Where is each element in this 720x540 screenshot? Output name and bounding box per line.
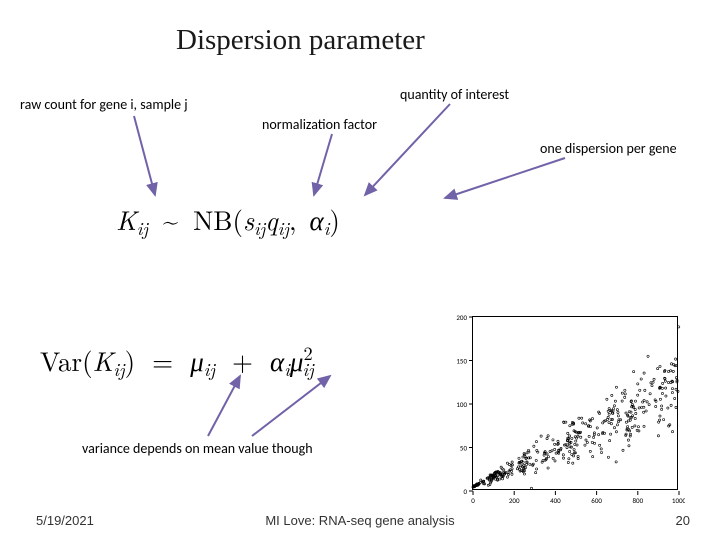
svg-text:600: 600 — [591, 496, 602, 505]
svg-text:1000: 1000 — [672, 496, 685, 505]
svg-text:100: 100 — [456, 400, 467, 409]
svg-text:50: 50 — [460, 444, 468, 453]
formula-nb: Kij ~ NB(sijqij, αi) — [116, 200, 340, 241]
svg-text:800: 800 — [632, 496, 643, 505]
svg-text:200: 200 — [509, 496, 520, 505]
footer-author: MI Love: RNA-seq gene analysis — [265, 513, 454, 528]
label-variance-depends: variance depends on mean value though — [82, 440, 313, 457]
scatter-svg: 0 200 400 600 800 1000 0 50 100 150 200 — [443, 309, 685, 509]
label-normalization-factor: normalization factor — [262, 116, 377, 133]
formula-variance: Var(Kij) = μij + αiμ2ij — [40, 340, 314, 382]
label-one-dispersion: one dispersion per gene — [540, 140, 677, 157]
slide-title: Dispersion parameter — [176, 24, 425, 57]
label-raw-count: raw count for gene i, sample j — [20, 96, 188, 113]
svg-text:0: 0 — [471, 496, 475, 505]
svg-text:200: 200 — [456, 313, 467, 322]
svg-text:0: 0 — [463, 487, 467, 496]
label-quantity-of-interest: quantity of interest — [400, 86, 509, 103]
footer-date: 5/19/2021 — [36, 513, 94, 528]
footer-page-number: 20 — [676, 513, 690, 528]
svg-text:400: 400 — [550, 496, 561, 505]
scatter-plot: 02004006008001000050100150200 — [472, 316, 678, 490]
svg-text:150: 150 — [456, 357, 467, 366]
